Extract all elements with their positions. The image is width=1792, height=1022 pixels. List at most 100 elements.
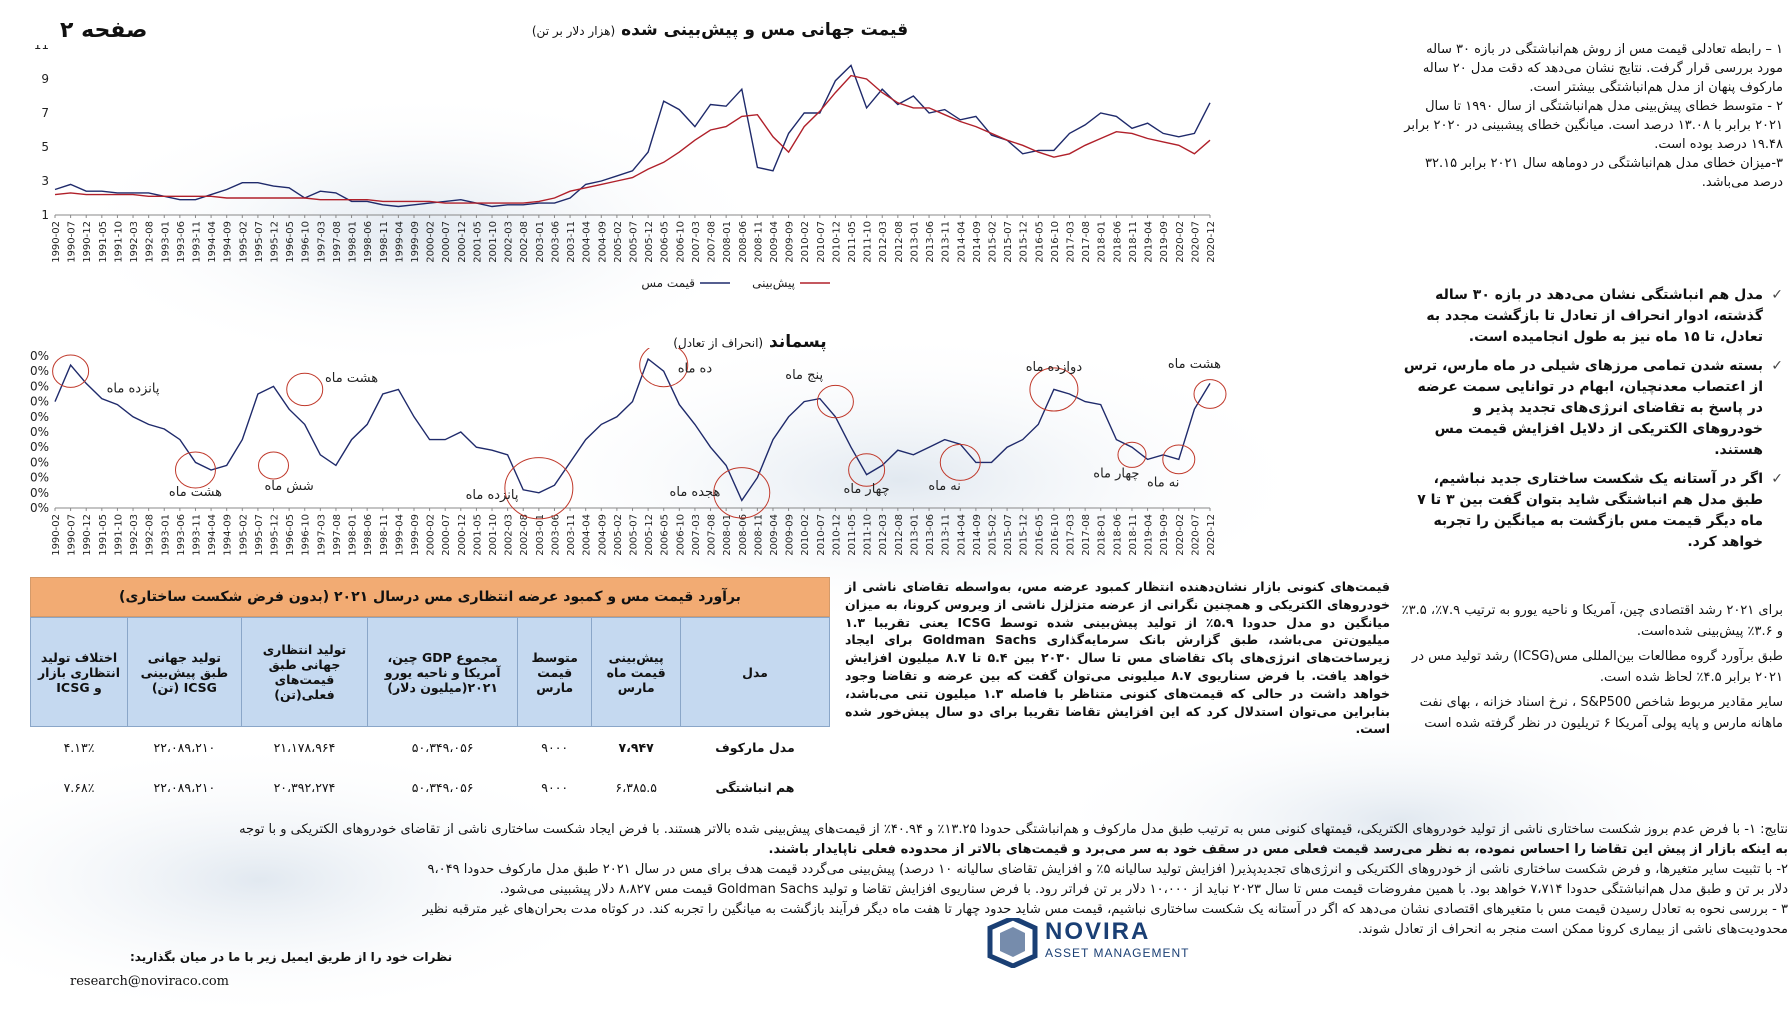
x-tick-label: 2020-12 xyxy=(1206,221,1217,263)
x-tick-label: 1998-06 xyxy=(363,514,374,556)
x-tick-label: 2015-07 xyxy=(1003,514,1014,556)
x-tick-label: 2003-11 xyxy=(566,221,577,263)
bullet-2-text: بسته شدن تمامی مرزهای شیلی در ماه مارس، … xyxy=(1403,358,1763,458)
x-tick-label: 2005-02 xyxy=(613,514,624,556)
annotation-label: پانزده ماه xyxy=(466,488,519,503)
x-tick-label: 1996-10 xyxy=(301,221,312,263)
x-tick-label: 1999-09 xyxy=(410,514,421,556)
x-tick-label: 1999-04 xyxy=(394,514,405,556)
logo-mark-icon xyxy=(987,915,1038,969)
x-tick-label: 2000-12 xyxy=(457,514,468,556)
legend-label: قیمت مس xyxy=(641,276,695,291)
x-tick-label: 2020-07 xyxy=(1190,514,1201,556)
cell-icsg-prod: ۲۲،۰۸۹،۲۱۰ xyxy=(153,779,216,795)
x-tick-label: 2007-03 xyxy=(691,221,702,263)
conclusion-line-2: به اینکه بازار از پیش این تقاضا را احساس… xyxy=(768,842,1788,857)
x-tick-label: 1998-01 xyxy=(348,514,359,556)
x-tick-label: 2020-12 xyxy=(1206,514,1217,556)
y-tick-label: 5 xyxy=(41,140,49,154)
x-tick-label: 2008-06 xyxy=(738,221,749,263)
x-tick-label: 2019-04 xyxy=(1144,221,1155,263)
x-tick-label: 1992-03 xyxy=(129,221,140,263)
x-tick-label: 2006-10 xyxy=(675,221,686,263)
x-tick-label: 2011-05 xyxy=(847,221,858,263)
bullet-1-text: مدل هم انباشتگی نشان می‌دهد در بازه ۳۰ س… xyxy=(1426,287,1763,345)
x-tick-label: 2020-02 xyxy=(1175,514,1186,556)
x-tick-label: 1991-05 xyxy=(98,221,109,263)
annotation-label: نه ماه xyxy=(1147,476,1179,491)
x-tick-label: 1995-02 xyxy=(238,514,249,556)
table-header-row: مدل پیش‌بینی قیمت ماه مارس متوسط قیمت ما… xyxy=(30,617,830,727)
x-tick-label: 2020-07 xyxy=(1190,221,1201,263)
residual-chart: 50%40%30%20%10%0%-10%-20%-30%-40%-50%199… xyxy=(30,348,1227,556)
x-tick-label: 2008-06 xyxy=(738,514,749,556)
x-tick-label: 1991-10 xyxy=(113,221,124,263)
x-tick-label: 2014-09 xyxy=(972,221,983,263)
x-tick-label: 1998-11 xyxy=(379,221,390,263)
cell-avg-price: ۹۰۰۰ xyxy=(541,739,569,755)
x-tick-label: 2003-01 xyxy=(535,221,546,263)
cell-model: هم انباشتگی xyxy=(715,779,795,795)
x-tick-label: 2018-01 xyxy=(1097,514,1108,556)
y-tick-label: 3 xyxy=(41,174,49,188)
x-tick-label: 2013-06 xyxy=(925,221,936,263)
deviation-circle xyxy=(1117,441,1147,468)
x-tick-label: 2018-06 xyxy=(1112,514,1123,556)
annotation-label: چهار ماه xyxy=(1093,467,1139,482)
x-tick-label: 2006-10 xyxy=(675,514,686,556)
x-tick-label: 2007-03 xyxy=(691,514,702,556)
x-tick-label: 2019-09 xyxy=(1159,514,1170,556)
bullet-3: ✓ اگر در آستانه یک شکست ساختاری جدید نباش… xyxy=(1398,469,1783,553)
x-tick-label: 2008-11 xyxy=(753,221,764,263)
x-tick-label: 1996-10 xyxy=(301,514,312,556)
x-tick-label: 1990-12 xyxy=(82,221,93,263)
col-forecast: پیش‌بینی قیمت ماه مارس xyxy=(591,617,681,727)
x-tick-label: 1995-07 xyxy=(254,514,265,556)
x-tick-label: 2012-03 xyxy=(878,221,889,263)
chart2-subtitle: (انحراف از تعادل) xyxy=(673,336,764,350)
y-tick-label: -50% xyxy=(30,501,49,515)
x-tick-label: 2006-05 xyxy=(660,514,671,556)
contact-email[interactable]: research@noviraco.com xyxy=(70,974,230,989)
assumption-notes: برای ۲۰۲۱ رشد اقتصادی چین، آمریکا و ناحی… xyxy=(1398,600,1783,738)
conclusion-line-4: دلار بر تن و طبق مدل هم‌انباشتگی حدودا ۷… xyxy=(499,882,1788,897)
cell-model: مدل مارکوف xyxy=(715,739,795,755)
x-tick-label: 1995-12 xyxy=(270,514,281,556)
y-tick-label: -20% xyxy=(30,455,49,469)
x-tick-label: 2001-10 xyxy=(488,514,499,556)
x-tick-label: 2013-06 xyxy=(925,514,936,556)
x-tick-label: 1995-07 xyxy=(254,221,265,263)
annotation-label: هشت ماه xyxy=(325,371,378,386)
x-tick-label: 1996-05 xyxy=(285,514,296,556)
col-avg-price: متوسط قیمت مارس xyxy=(517,617,593,727)
deviation-circle xyxy=(1029,367,1079,412)
y-tick-label: -40% xyxy=(30,486,49,500)
x-tick-label: 2005-02 xyxy=(613,221,624,263)
deviation-circle xyxy=(848,453,886,487)
cell-gdp: ۵۰،۳۴۹،۰۵۶ xyxy=(411,739,474,755)
x-tick-label: 2014-04 xyxy=(956,514,967,556)
x-tick-label: 2002-03 xyxy=(504,221,515,263)
x-tick-label: 2001-10 xyxy=(488,221,499,263)
y-tick-label: 9 xyxy=(41,72,49,86)
x-tick-label: 1998-11 xyxy=(379,514,390,556)
x-tick-label: 2008-11 xyxy=(753,514,764,556)
x-tick-label: 2004-04 xyxy=(582,221,593,263)
deviation-circle xyxy=(258,451,290,480)
x-tick-label: 2017-08 xyxy=(1081,221,1092,263)
x-tick-label: 2006-05 xyxy=(660,221,671,263)
x-tick-label: 2015-07 xyxy=(1003,221,1014,263)
x-tick-label: 2005-07 xyxy=(629,221,640,263)
x-tick-label: 1996-05 xyxy=(285,221,296,263)
x-tick-label: 1997-03 xyxy=(316,514,327,556)
x-tick-label: 2009-09 xyxy=(785,221,796,263)
logo-name: NOVIRA xyxy=(1045,918,1151,945)
x-tick-label: 1999-09 xyxy=(410,221,421,263)
chart1-title: قیمت جهانی مس و پیش‌بینی شده (هزار دلار … xyxy=(520,20,920,40)
x-tick-label: 2019-09 xyxy=(1159,221,1170,263)
estimate-table: برآورد قیمت مس و کمبود عرضه انتظاری مس د… xyxy=(30,577,830,807)
y-tick-label: 30% xyxy=(30,379,49,393)
note-1: برای ۲۰۲۱ رشد اقتصادی چین، آمریکا و ناحی… xyxy=(1401,603,1783,639)
x-tick-label: 1990-07 xyxy=(67,221,78,263)
cell-forecast: ۶،۳۸۵.۵ xyxy=(615,779,657,795)
